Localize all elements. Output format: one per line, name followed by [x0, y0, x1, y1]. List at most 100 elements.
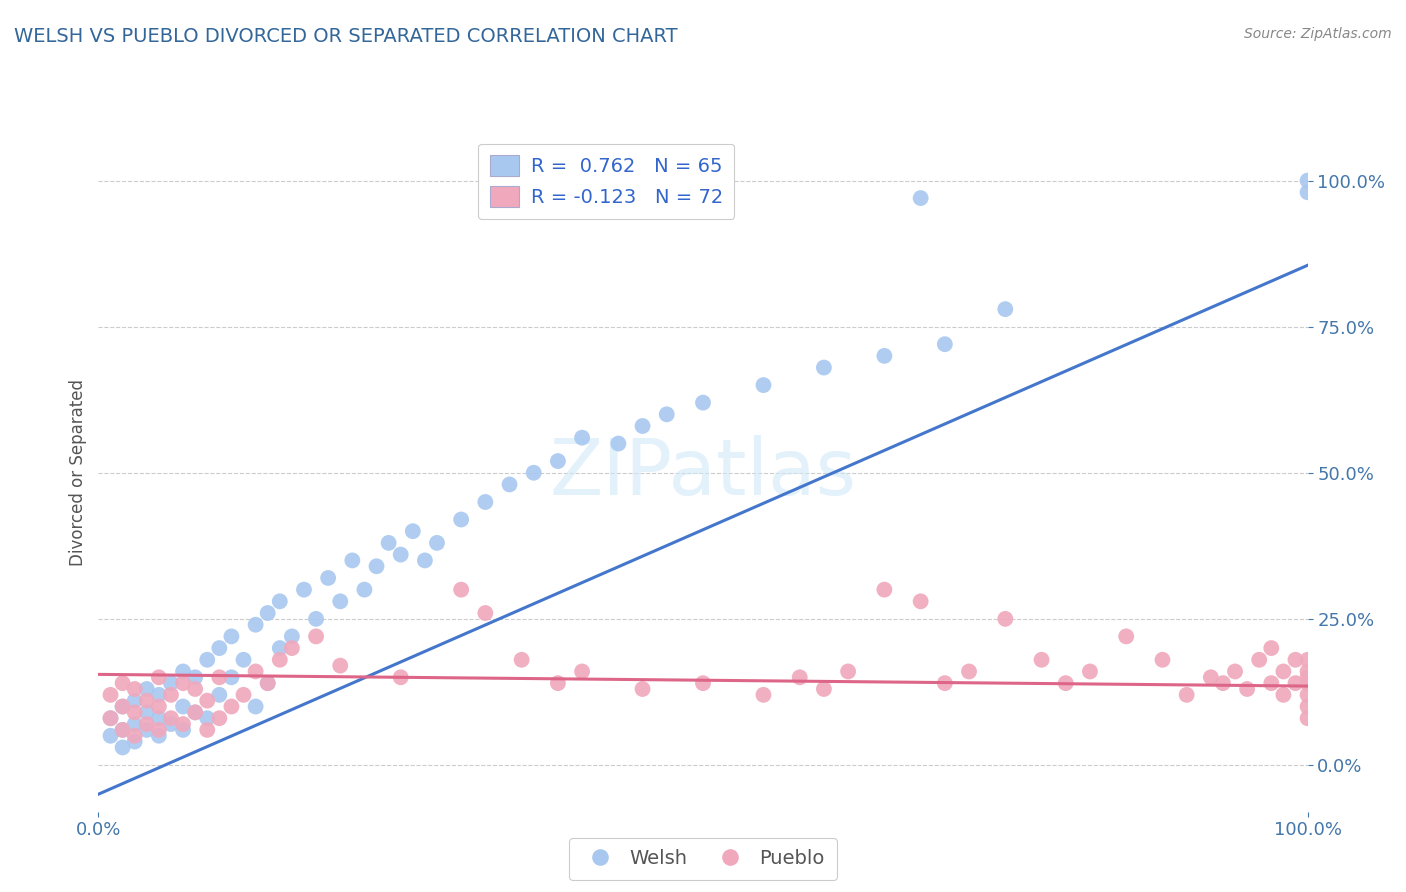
Point [1115, 629, 1137, 643]
Point [607, 436, 630, 450]
Point [413, 553, 436, 567]
Point [195, 694, 218, 708]
Point [111, 699, 134, 714]
Point [510, 653, 533, 667]
Point [124, 694, 146, 708]
Point [160, 688, 183, 702]
Point [148, 699, 170, 714]
Point [910, 594, 932, 608]
Point [389, 670, 412, 684]
Point [281, 641, 304, 656]
Point [1296, 653, 1319, 667]
Point [1054, 676, 1077, 690]
Point [148, 688, 170, 702]
Point [910, 191, 932, 205]
Point [111, 676, 134, 690]
Point [160, 676, 183, 690]
Point [655, 407, 678, 421]
Point [208, 688, 231, 702]
Point [160, 717, 183, 731]
Point [124, 681, 146, 696]
Legend: Welsh, Pueblo: Welsh, Pueblo [569, 838, 837, 880]
Point [124, 729, 146, 743]
Point [329, 658, 352, 673]
Point [474, 606, 496, 620]
Point [498, 477, 520, 491]
Point [547, 676, 569, 690]
Point [1284, 676, 1306, 690]
Point [100, 688, 122, 702]
Point [148, 723, 170, 737]
Point [245, 699, 267, 714]
Point [184, 706, 207, 720]
Point [195, 723, 218, 737]
Point [184, 706, 207, 720]
Point [837, 665, 859, 679]
Point [752, 378, 775, 392]
Point [389, 548, 412, 562]
Point [184, 670, 207, 684]
Point [256, 676, 278, 690]
Point [124, 706, 146, 720]
Point [1031, 653, 1053, 667]
Point [426, 536, 449, 550]
Point [184, 681, 207, 696]
Point [1272, 665, 1295, 679]
Point [1272, 688, 1295, 702]
Point [1296, 699, 1319, 714]
Point [474, 495, 496, 509]
Point [813, 360, 835, 375]
Point [692, 395, 714, 409]
Point [366, 559, 388, 574]
Point [450, 512, 472, 526]
Point [256, 676, 278, 690]
Point [329, 594, 352, 608]
Text: Source: ZipAtlas.com: Source: ZipAtlas.com [1244, 27, 1392, 41]
Point [1152, 653, 1174, 667]
Point [1223, 665, 1246, 679]
Point [135, 723, 157, 737]
Point [571, 665, 593, 679]
Point [245, 665, 267, 679]
Point [305, 629, 328, 643]
Point [172, 665, 194, 679]
Point [111, 723, 134, 737]
Point [752, 688, 775, 702]
Point [994, 612, 1017, 626]
Point [1175, 688, 1198, 702]
Point [934, 676, 956, 690]
Point [377, 536, 399, 550]
Point [148, 729, 170, 743]
Point [305, 612, 328, 626]
Point [160, 711, 183, 725]
Point [873, 582, 896, 597]
Point [292, 582, 315, 597]
Point [1296, 676, 1319, 690]
Point [547, 454, 569, 468]
Text: WELSH VS PUEBLO DIVORCED OR SEPARATED CORRELATION CHART: WELSH VS PUEBLO DIVORCED OR SEPARATED CO… [14, 27, 678, 45]
Text: ZIPatlas: ZIPatlas [550, 434, 856, 511]
Point [1296, 173, 1319, 187]
Point [631, 681, 654, 696]
Point [208, 670, 231, 684]
Point [148, 711, 170, 725]
Point [1236, 681, 1258, 696]
Point [208, 641, 231, 656]
Point [1296, 711, 1319, 725]
Point [221, 629, 243, 643]
Point [221, 699, 243, 714]
Point [994, 302, 1017, 317]
Point [450, 582, 472, 597]
Point [957, 665, 980, 679]
Point [195, 653, 218, 667]
Point [1296, 688, 1319, 702]
Point [1260, 641, 1282, 656]
Point [1296, 665, 1319, 679]
Point [232, 688, 254, 702]
Point [571, 431, 593, 445]
Point [269, 653, 291, 667]
Point [135, 706, 157, 720]
Point [111, 723, 134, 737]
Point [789, 670, 811, 684]
Point [1284, 653, 1306, 667]
